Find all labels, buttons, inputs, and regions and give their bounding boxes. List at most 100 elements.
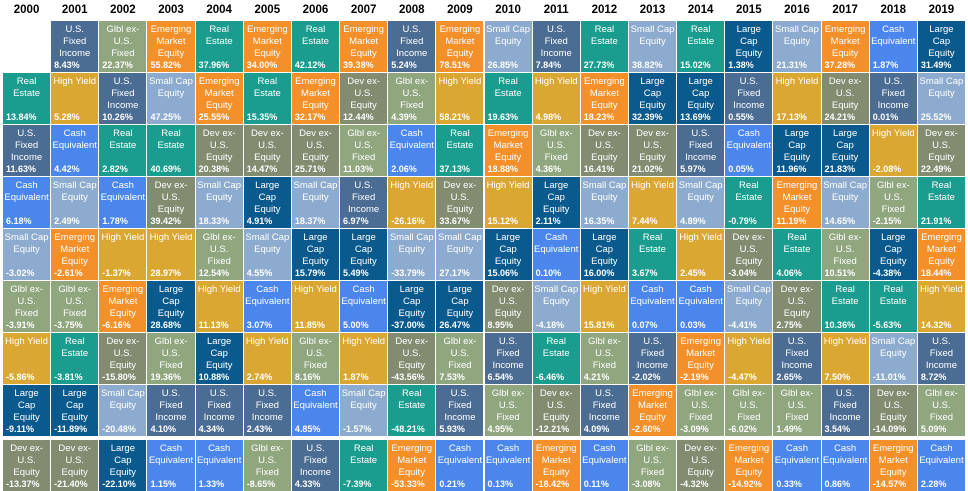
- return-value: 1.87%: [343, 372, 369, 382]
- return-value: 55.82%: [150, 60, 181, 70]
- asset-class-label: Large Cap Equity: [446, 284, 474, 319]
- return-cell: U.S. Fixed Income 5.24%: [388, 21, 436, 72]
- return-value: -4.41%: [728, 320, 757, 330]
- asset-class-label: Dev ex- U.S. Equity: [443, 180, 477, 215]
- asset-class-label: Real Estate: [301, 24, 329, 47]
- return-value: -5.86%: [6, 372, 35, 382]
- asset-class-label: Large Cap Equity: [61, 388, 88, 423]
- return-cell: High Yield -4.47%: [725, 333, 773, 384]
- return-cell: U.S. Fixed Income 7.84%: [532, 21, 580, 72]
- return-value: 11.03%: [343, 164, 374, 174]
- year-header: 2004: [206, 4, 232, 16]
- return-value: -37.00%: [391, 320, 425, 330]
- return-value: 3.54%: [824, 424, 851, 434]
- return-value: 0.21%: [439, 479, 465, 489]
- return-cell: High Yield 14.32%: [917, 281, 965, 332]
- return-value: 8.72%: [920, 372, 947, 382]
- return-value: 21.02%: [631, 164, 663, 174]
- return-value: 18.33%: [198, 216, 230, 226]
- asset-class-label: Real Estate: [350, 443, 378, 466]
- return-value: 6.54%: [487, 372, 514, 382]
- return-value: 25.71%: [294, 164, 326, 174]
- return-value: -6.16%: [102, 320, 131, 330]
- asset-class-label: High Yield: [245, 336, 289, 347]
- year-header: 2017: [832, 4, 858, 16]
- return-value: 34.00%: [246, 60, 278, 70]
- return-value: 0.01%: [872, 112, 899, 122]
- return-cell: Emerging Market Equity -6.16%: [99, 281, 147, 332]
- return-value: 7.53%: [439, 372, 465, 382]
- asset-class-label: Emerging Market Equity: [535, 443, 577, 478]
- asset-class-label: Real Estate: [253, 76, 281, 99]
- return-cell: Large Cap Equity 4.91%: [243, 177, 291, 228]
- asset-class-label: Real Estate: [927, 180, 955, 203]
- return-cell: Cash Equivalent 0.03%: [677, 281, 725, 332]
- return-cell: Cash Equivalent 4.85%: [291, 385, 340, 436]
- return-cell: Dev ex- U.S. Equity -13.37%: [3, 440, 51, 491]
- return-cell: Large Cap Equity 15.06%: [484, 229, 532, 280]
- return-value: 2.65%: [776, 372, 802, 382]
- return-cell: High Yield -1.37%: [99, 229, 147, 280]
- asset-class-label: U.S. Fixed Income: [251, 388, 283, 423]
- asset-class-label: Real Estate: [494, 76, 522, 99]
- asset-class-label: Large Cap Equity: [350, 232, 377, 267]
- asset-class-label: Large Cap Equity: [543, 180, 570, 215]
- asset-class-label: Real Estate: [109, 128, 137, 151]
- return-cell: High Yield 28.97%: [147, 229, 195, 280]
- return-cell: Dev ex- U.S. Equity -15.80%: [99, 333, 147, 384]
- return-cell: Emerging Market Equity 39.38%: [340, 21, 388, 72]
- return-cell: Dev ex- U.S. Equity 20.38%: [195, 125, 243, 176]
- return-cell: High Yield 15.12%: [484, 177, 532, 228]
- return-value: 17.13%: [776, 112, 807, 122]
- asset-class-label: U.S. Fixed Income: [685, 128, 717, 163]
- return-value: 31.49%: [920, 60, 952, 70]
- return-cell: Dev ex- U.S. Equity -12.21%: [532, 385, 580, 436]
- return-cell: Emerging Market Equity -2.61%: [51, 229, 99, 280]
- return-value: 0.11%: [583, 479, 609, 489]
- asset-class-label: Real Estate: [157, 128, 185, 151]
- asset-class-label: Glbl ex- U.S. Fixed: [250, 443, 284, 478]
- return-value: 0.13%: [487, 479, 514, 489]
- asset-class-label: Cash Equivalent: [726, 128, 771, 151]
- return-cell: Glbl ex- U.S. Fixed 19.36%: [147, 333, 195, 384]
- return-value: 12.54%: [198, 268, 230, 278]
- asset-class-label: U.S. Fixed Income: [348, 180, 380, 215]
- return-value: -21.40%: [54, 479, 88, 489]
- return-value: 0.86%: [824, 479, 851, 489]
- asset-class-label: Real Estate: [398, 388, 426, 411]
- return-cell: Large Cap Equity -4.38%: [869, 229, 917, 280]
- return-value: 2.49%: [54, 216, 80, 226]
- asset-class-label: Glbl ex- U.S. Fixed: [347, 128, 380, 163]
- asset-class-label: Emerging Market Equity: [776, 180, 818, 215]
- return-cell: Glbl ex- U.S. Fixed 10.51%: [821, 229, 869, 280]
- asset-class-label: Emerging Market Equity: [680, 336, 721, 371]
- return-value: -12.21%: [535, 424, 570, 434]
- return-value: 2.43%: [246, 424, 273, 434]
- return-value: -0.79%: [728, 216, 757, 226]
- return-value: 4.95%: [487, 424, 514, 434]
- return-value: -15.80%: [102, 372, 136, 382]
- return-value: 0.07%: [631, 320, 658, 330]
- asset-class-label: Small Cap Equity: [630, 24, 675, 47]
- return-cell: Small Cap Equity 47.25%: [147, 73, 195, 124]
- return-value: 15.79%: [294, 268, 326, 278]
- asset-class-label: U.S. Fixed Income: [203, 388, 235, 423]
- return-value: 37.96%: [198, 60, 230, 70]
- return-cell: High Yield 58.21%: [436, 73, 484, 124]
- return-cell: High Yield -26.16%: [388, 177, 436, 228]
- return-value: 11.96%: [776, 164, 807, 174]
- asset-class-label: Cash Equivalent: [774, 443, 820, 466]
- asset-class-label: Cash Equivalent: [196, 443, 242, 466]
- return-cell: Glbl ex- U.S. Fixed -3.75%: [51, 281, 99, 332]
- asset-class-label: Dev ex- U.S. Equity: [154, 180, 188, 215]
- return-cell: Large Cap Equity 13.69%: [677, 73, 725, 124]
- asset-class-label: Large Cap Equity: [591, 232, 618, 267]
- return-value: 10.26%: [102, 112, 133, 122]
- return-cell: High Yield 11.13%: [195, 281, 243, 332]
- return-cell: Cash Equivalent 1.33%: [195, 440, 243, 491]
- return-cell: Dev ex- U.S. Equity 2.75%: [773, 281, 821, 332]
- asset-class-label: Glbl ex- U.S. Fixed: [539, 128, 573, 163]
- return-cell: Dev ex- U.S. Equity 39.42%: [147, 177, 195, 228]
- return-cell: Glbl ex- U.S. Fixed 4.36%: [532, 125, 580, 176]
- return-value: -6.46%: [535, 372, 565, 382]
